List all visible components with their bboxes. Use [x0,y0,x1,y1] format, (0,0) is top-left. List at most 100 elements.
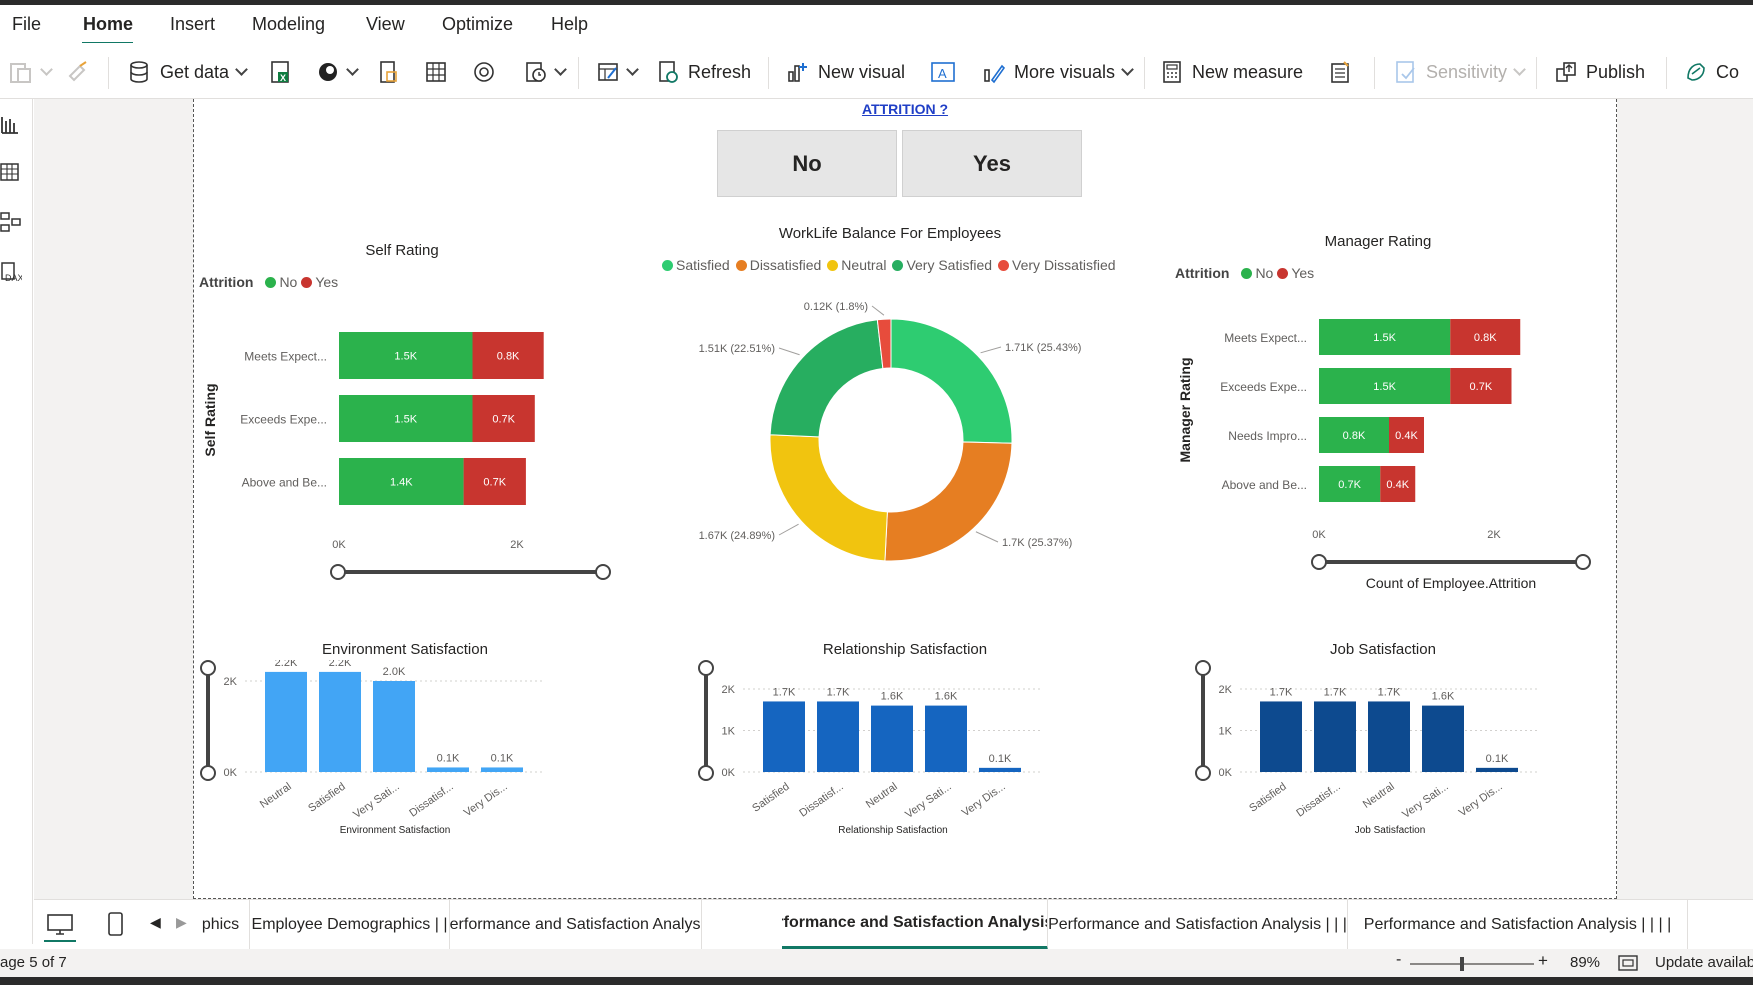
fit-to-page-icon[interactable] [1617,954,1639,972]
calculator-icon [1163,61,1181,83]
bar-yes [1450,319,1521,355]
page-tab-employee-demographics-2[interactable]: Employee Demographics | | [250,900,450,950]
dataflow-button[interactable] [472,57,496,87]
refresh-button[interactable]: Refresh [656,57,751,87]
slicer-button-no[interactable]: No [717,130,897,197]
get-data-button[interactable]: Get data [128,57,248,87]
menu-file[interactable]: File [12,14,42,34]
data-label: 0.7K [492,414,515,426]
copilot-button[interactable]: Co [1684,57,1739,87]
enter-data-button[interactable] [424,57,448,87]
more-visuals-button[interactable]: More visuals [982,57,1134,87]
dataverse-button[interactable] [316,57,359,87]
category-label: Neutral [864,781,900,811]
self-rating-title: Self Rating [365,242,439,259]
tab-scroll-left-icon[interactable]: ◀ [150,914,161,930]
x-zoom-slider-handle [1575,554,1591,570]
zoom-slider[interactable] [1410,963,1534,965]
database-icon [130,61,148,83]
bar-yes [472,395,535,442]
onelake-button[interactable] [376,57,400,87]
legend-dot [998,259,1010,271]
category-label: Neutral [258,781,294,811]
donut-data-label: 1.67K (24.89%) [699,530,775,542]
environment-chart: Count of employees0K2K2.2KNeutral2.2KSat… [200,660,545,836]
publish-button[interactable]: Publish [1554,57,1645,87]
menu-help[interactable]: Help [551,14,589,34]
page-tab-performance-2[interactable]: Performance and Satisfaction Analysis | … [782,900,1048,950]
zoom-in-button[interactable]: + [1538,951,1548,970]
menu-home[interactable]: Home [83,14,134,34]
quick-measure-icon [1331,61,1349,83]
donut-slice [890,318,1013,444]
text-box-button[interactable]: A [930,57,956,87]
data-label: 0.8K [1343,430,1366,442]
y-tick-label: 0K [722,767,736,779]
new-measure-label: New measure [1192,61,1304,82]
donut-slice [769,434,888,562]
mobile-layout-icon[interactable] [106,911,126,937]
donut-data-label: 1.71K (25.43%) [1005,342,1081,354]
new-visual-button[interactable]: New visual [786,57,905,87]
x-tick-label: 0K [1312,529,1326,541]
model-view-icon[interactable] [0,211,22,233]
y-tick-label: 0K [1219,767,1233,779]
x-axis-title: Environment Satisfaction [340,825,451,836]
legend-label-yes: Yes [315,274,339,290]
table-view-icon[interactable] [0,161,22,183]
legend-label-yes: Yes [1291,265,1315,281]
menu-insert[interactable]: Insert [170,14,216,34]
y-zoom-slider-handle [200,660,216,676]
category-label: Very Sati... [351,781,401,821]
desktop-layout-icon[interactable] [46,913,74,937]
donut-leader-line [778,347,800,356]
bar-yes [1450,368,1512,404]
dax-query-view-icon[interactable]: DAX [0,261,22,283]
menu-optimize[interactable]: Optimize [442,14,514,34]
bar-yes [1380,466,1416,502]
bar-no [339,395,473,442]
sensitivity-button[interactable]: Sensitivity [1394,57,1526,87]
report-view-icon[interactable] [0,113,22,135]
zoom-out-button[interactable]: - [1396,951,1402,968]
recent-sources-button[interactable] [524,57,567,87]
data-label: 1.4K [390,477,413,489]
format-painter-button[interactable] [66,57,90,87]
category-label: Very Dis... [960,781,1008,820]
excel-button[interactable]: X [268,57,292,87]
update-available-text[interactable]: Update availab [1655,954,1753,971]
column-bar [925,705,967,772]
quick-measure-button[interactable] [1328,57,1352,87]
legend-dot [662,259,673,271]
data-label: 1.5K [394,414,417,426]
tab-scroll-right-icon[interactable]: ▶ [176,914,187,930]
category-label: Dissatisf... [797,781,845,820]
data-label: 1.7K [1270,686,1293,698]
menu-modeling[interactable]: Modeling [252,14,326,34]
page-tab-performance-1[interactable]: Performance and Satisfaction Analysis [450,900,702,950]
paste-button[interactable] [8,57,53,87]
slicer-button-yes[interactable]: Yes [902,130,1082,197]
bar-yes [1389,417,1424,453]
menu-view[interactable]: View [366,14,405,34]
page-tab-performance-3[interactable]: Performance and Satisfaction Analysis | … [1048,900,1348,950]
data-label: 1.7K [827,686,850,698]
data-label: 1.7K [773,686,796,698]
page-tab-performance-4[interactable]: Performance and Satisfaction Analysis | … [1348,900,1688,950]
data-label: 0.7K [483,477,506,489]
dataflow-icon [474,62,494,82]
job-chart: Count of employees0K1K2K1.7KSatisfied1.7… [1195,660,1540,836]
transform-data-button[interactable] [596,57,639,87]
desktop-layout-indicator [44,940,76,942]
legend-dot-no [265,276,277,288]
zoom-slider-thumb[interactable] [1460,957,1464,971]
new-measure-button[interactable]: New measure [1160,57,1303,87]
y-zoom-slider-handle [698,765,714,781]
donut-leader-line [871,305,885,316]
donut-leader-line [980,346,1002,354]
bar-yes [463,458,526,505]
y-tick-label: 2K [224,676,238,688]
data-label: 1.7K [1378,686,1401,698]
page-tab-demographics-partial[interactable]: phics [192,900,250,950]
data-label: 2.0K [383,666,406,678]
